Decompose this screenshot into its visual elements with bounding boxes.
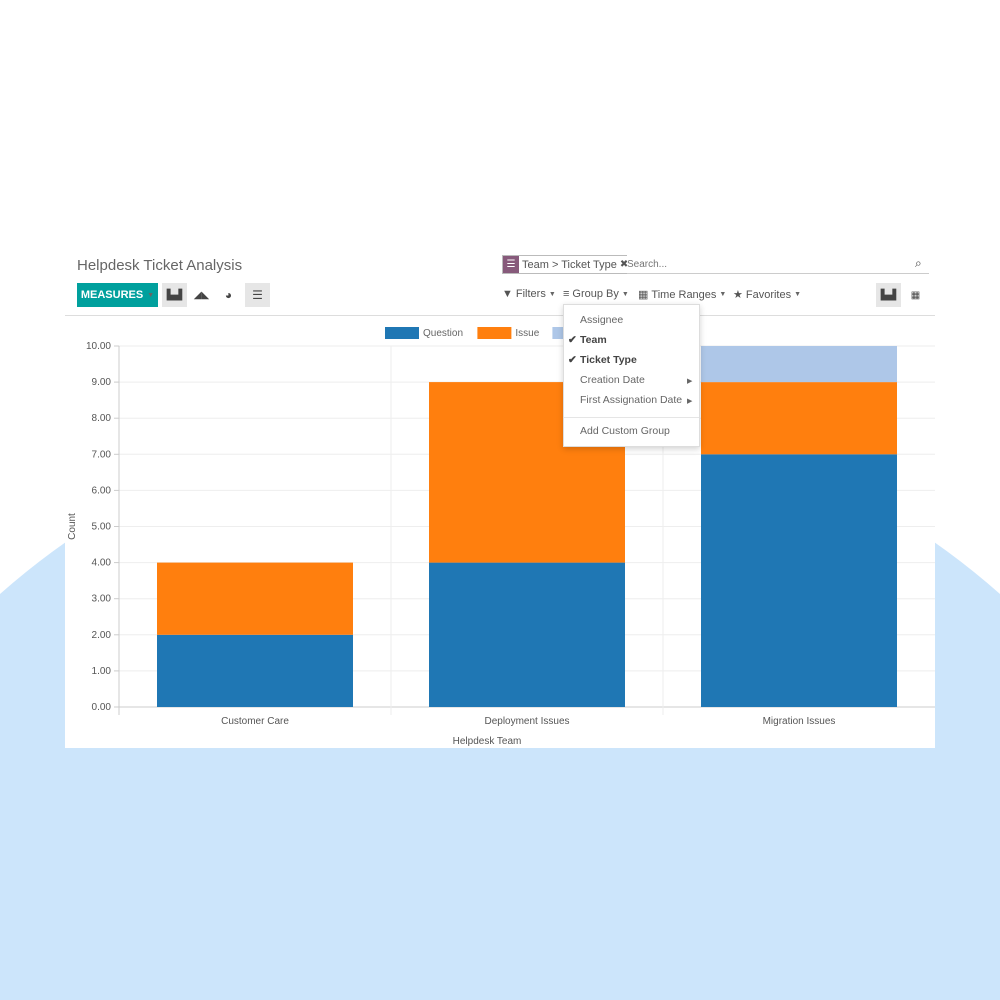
- list-icon: ≡: [563, 288, 570, 300]
- caret-down-icon: ▼: [719, 291, 727, 298]
- option-label: Assignee: [580, 314, 624, 326]
- y-tick-label: 10.00: [86, 341, 111, 352]
- y-tick-label: 2.00: [92, 630, 112, 641]
- y-tick-label: 6.00: [92, 485, 112, 496]
- y-tick-label: 1.00: [92, 666, 112, 677]
- star-icon: ★: [733, 289, 743, 301]
- divider: [65, 315, 935, 316]
- y-tick-label: 9.00: [92, 377, 112, 388]
- option-label: Creation Date: [580, 374, 645, 386]
- caret-down-icon: ▼: [621, 290, 629, 298]
- bar-segment: [701, 346, 897, 383]
- stacked-button[interactable]: ☰: [245, 283, 270, 307]
- add-custom-group-button[interactable]: Add Custom Group: [580, 425, 670, 437]
- y-tick-label: 7.00: [92, 449, 112, 460]
- group-by-option-creation-date[interactable]: Creation Date: [580, 374, 645, 386]
- line-chart-icon: ◢◣: [193, 289, 210, 301]
- caret-down-icon: ▼: [794, 291, 802, 298]
- option-label: Team: [580, 334, 607, 346]
- bar-segment: [701, 382, 897, 455]
- caret-down-icon: ▼: [147, 291, 155, 299]
- search-input[interactable]: [627, 255, 929, 274]
- search-facet: ☰ Team > Ticket Type ✖: [502, 255, 633, 274]
- check-icon: ✔: [568, 334, 577, 346]
- divider: [564, 417, 699, 418]
- filters-menu[interactable]: ▼ Filters ▼: [502, 288, 556, 300]
- favorites-menu[interactable]: ★ Favorites ▼: [733, 288, 802, 302]
- graph-view-button[interactable]: ▙▟: [876, 283, 901, 307]
- legend-label: Issue: [515, 328, 539, 339]
- bar-segment: [429, 562, 625, 707]
- option-label: Add Custom Group: [580, 425, 670, 437]
- pivot-graph-view: Helpdesk Ticket Analysis MEASURES ▼ ▙▟ ◢◣…: [65, 253, 935, 748]
- legend-label: Question: [423, 328, 463, 339]
- time-ranges-label: Time Ranges: [651, 288, 717, 301]
- group-by-label: Group By: [572, 288, 619, 300]
- x-tick-label: Customer Care: [221, 716, 289, 727]
- group-by-icon: ☰: [503, 256, 519, 273]
- calendar-icon: ▦: [638, 289, 649, 301]
- remove-facet-icon[interactable]: ✖: [619, 259, 629, 270]
- facet-label: Team > Ticket Type: [522, 258, 617, 271]
- caret-down-icon: ▼: [548, 290, 556, 298]
- measures-button[interactable]: MEASURES ▼: [77, 283, 158, 307]
- filters-label: Filters: [515, 288, 546, 300]
- group-by-option-ticket-type[interactable]: ✔ Ticket Type: [568, 354, 637, 366]
- search-icon[interactable]: ⌕: [915, 256, 922, 270]
- bar-segment: [157, 634, 353, 707]
- y-tick-label: 3.00: [92, 594, 112, 605]
- caret-right-icon: ▶: [687, 398, 693, 405]
- group-by-option-team[interactable]: ✔ Team: [568, 334, 607, 346]
- bar-chart-button[interactable]: ▙▟: [162, 283, 187, 307]
- group-by-option-assignee[interactable]: Assignee: [580, 314, 623, 326]
- group-by-menu[interactable]: ≡ Group By ▼: [563, 288, 629, 300]
- table-icon: ▦: [910, 289, 921, 301]
- y-tick-label: 5.00: [92, 522, 112, 533]
- page-title: Helpdesk Ticket Analysis: [77, 257, 243, 274]
- legend-swatch: [477, 327, 512, 339]
- measures-label: MEASURES: [80, 289, 144, 301]
- x-tick-label: Deployment Issues: [484, 716, 569, 727]
- bar-chart-icon: ▙▟: [166, 289, 183, 301]
- y-tick-label: 8.00: [92, 413, 112, 424]
- bar-chart-icon: ▙▟: [880, 289, 897, 301]
- bar-segment: [701, 454, 897, 707]
- y-tick-label: 4.00: [92, 558, 112, 569]
- caret-right-icon: ▶: [687, 378, 693, 385]
- bar-chart: 0.00 1.00 2.00 3.00 4.00 5.00 6.00 7.00 8.00 9.00…: [67, 327, 935, 747]
- pie-chart-button[interactable]: ◕: [216, 283, 241, 307]
- check-icon: ✔: [568, 354, 577, 366]
- x-axis-label: Helpdesk Team: [453, 736, 522, 747]
- y-tick-label: 0.00: [92, 702, 112, 713]
- pie-chart-icon: ◕: [224, 288, 233, 302]
- group-by-option-first-assignation-date[interactable]: First Assignation Date: [580, 394, 682, 406]
- x-tick-label: Migration Issues: [763, 716, 836, 727]
- legend-swatch: [385, 327, 419, 339]
- y-axis-label: Count: [67, 513, 78, 540]
- filter-icon: ▼: [502, 288, 513, 300]
- bar-segment: [157, 562, 353, 635]
- pivot-view-button[interactable]: ▦: [903, 283, 928, 307]
- line-chart-button[interactable]: ◢◣: [189, 283, 214, 307]
- favorites-label: Favorites: [745, 288, 792, 301]
- stack-icon: ☰: [252, 288, 263, 302]
- option-label: Ticket Type: [580, 354, 637, 366]
- time-ranges-menu[interactable]: ▦ Time Ranges ▼: [638, 288, 727, 302]
- group-by-dropdown: Assignee ✔ Team ✔ Ticket Type Creation Dat…: [563, 304, 700, 447]
- option-label: First Assignation Date: [580, 394, 683, 406]
